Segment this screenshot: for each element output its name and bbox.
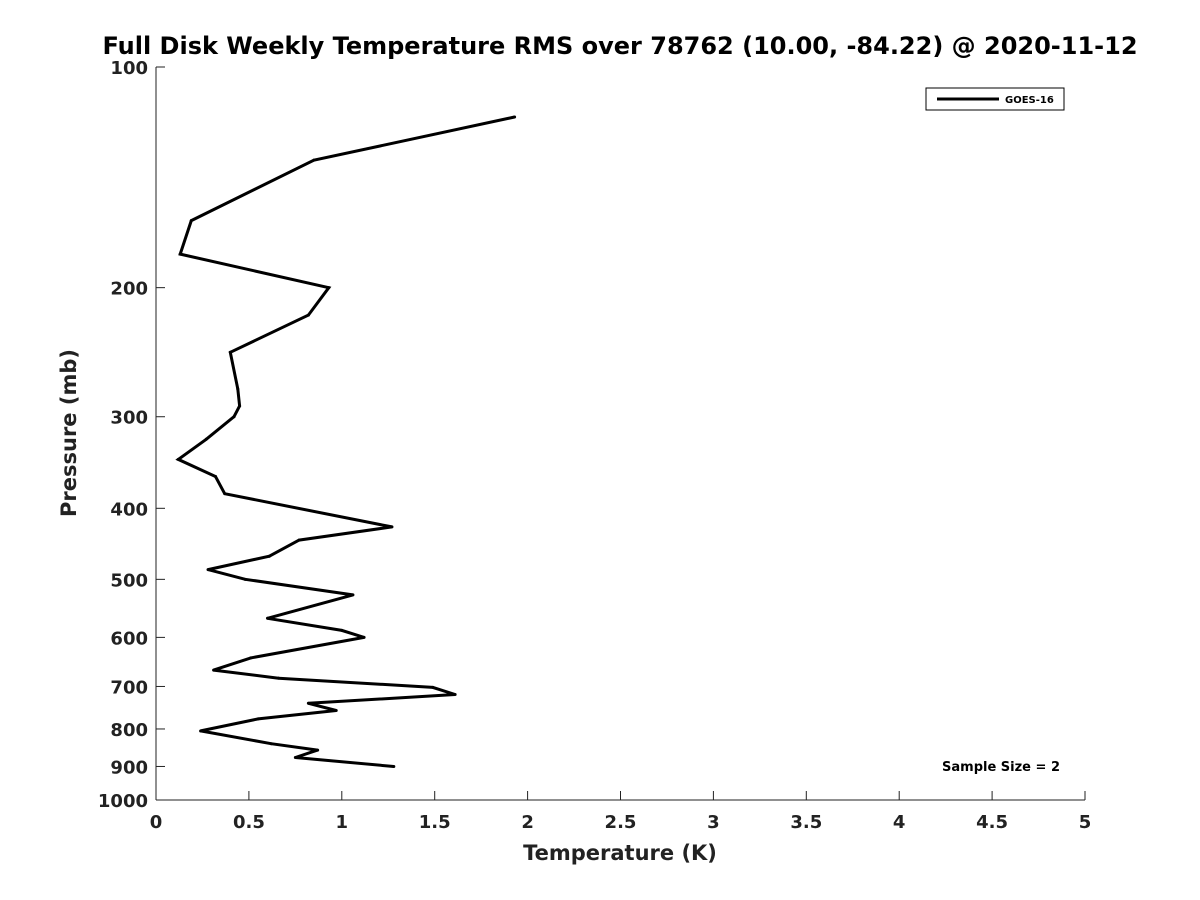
data-point — [236, 387, 240, 391]
y-axis-ticks: 100 200 300 400 500 600 700 800 900 1000 — [98, 58, 165, 812]
data-point — [269, 742, 273, 746]
data-point — [390, 525, 394, 529]
y-tick-label: 700 — [110, 677, 148, 698]
y-tick-label: 300 — [110, 408, 148, 429]
data-point — [228, 350, 232, 354]
x-axis-ticks: 0 0.5 1 1.5 2 2.5 3 3.5 4 4.5 5 — [150, 791, 1092, 833]
chart-title: Full Disk Weekly Temperature RMS over 78… — [102, 32, 1137, 60]
data-point — [351, 593, 355, 597]
x-tick-label: 2.5 — [605, 812, 637, 833]
sample-size-annotation: Sample Size = 2 — [942, 760, 1060, 775]
data-point — [176, 457, 180, 461]
data-point — [297, 538, 301, 542]
data-point — [249, 656, 253, 660]
y-tick-label: 200 — [110, 279, 148, 300]
data-point — [453, 693, 457, 697]
x-tick-label: 1 — [336, 812, 349, 833]
y-axis-label: Pressure (mb) — [57, 349, 81, 517]
data-point — [334, 709, 338, 713]
data-point — [340, 628, 344, 632]
data-point — [267, 554, 271, 558]
x-tick-label: 0 — [150, 812, 163, 833]
data-point — [327, 286, 331, 290]
x-tick-label: 4 — [893, 812, 906, 833]
data-point — [306, 701, 310, 705]
data-point — [232, 415, 236, 419]
data-point — [431, 685, 435, 689]
x-tick-label: 0.5 — [233, 812, 265, 833]
data-point — [392, 764, 396, 768]
data-point — [213, 475, 217, 479]
x-tick-label: 4.5 — [976, 812, 1008, 833]
data-point — [316, 748, 320, 752]
data-point — [212, 668, 216, 672]
data-point — [513, 115, 517, 119]
x-tick-label: 3 — [707, 812, 720, 833]
y-tick-label: 500 — [110, 570, 148, 591]
y-tick-label: 600 — [110, 628, 148, 649]
y-tick-label: 100 — [110, 58, 148, 79]
y-tick-label: 900 — [110, 757, 148, 778]
x-tick-label: 3.5 — [790, 812, 822, 833]
data-point — [204, 437, 208, 441]
x-tick-label: 1.5 — [419, 812, 451, 833]
data-point — [306, 313, 310, 317]
series-line-goes-16 — [175, 115, 515, 768]
x-axis-label: Temperature (K) — [523, 841, 717, 865]
data-point — [243, 577, 247, 581]
data-point — [265, 616, 269, 620]
data-point — [189, 219, 193, 223]
x-tick-label: 2 — [521, 812, 534, 833]
x-tick-label: 5 — [1079, 812, 1092, 833]
data-point — [206, 568, 210, 572]
data-point — [293, 755, 297, 759]
data-point — [362, 635, 366, 639]
data-point — [223, 492, 227, 496]
data-point — [277, 676, 281, 680]
y-tick-label: 800 — [110, 720, 148, 741]
data-point — [199, 729, 203, 733]
y-tick-label: 400 — [110, 499, 148, 520]
y-tick-label: 1000 — [98, 791, 148, 812]
series-points-goes-16 — [176, 115, 517, 768]
legend-label-goes-16: GOES-16 — [1005, 95, 1054, 106]
data-point — [178, 252, 182, 256]
data-point — [238, 404, 242, 408]
data-point — [312, 158, 316, 162]
data-point — [256, 717, 260, 721]
legend: GOES-16 — [925, 87, 1065, 111]
